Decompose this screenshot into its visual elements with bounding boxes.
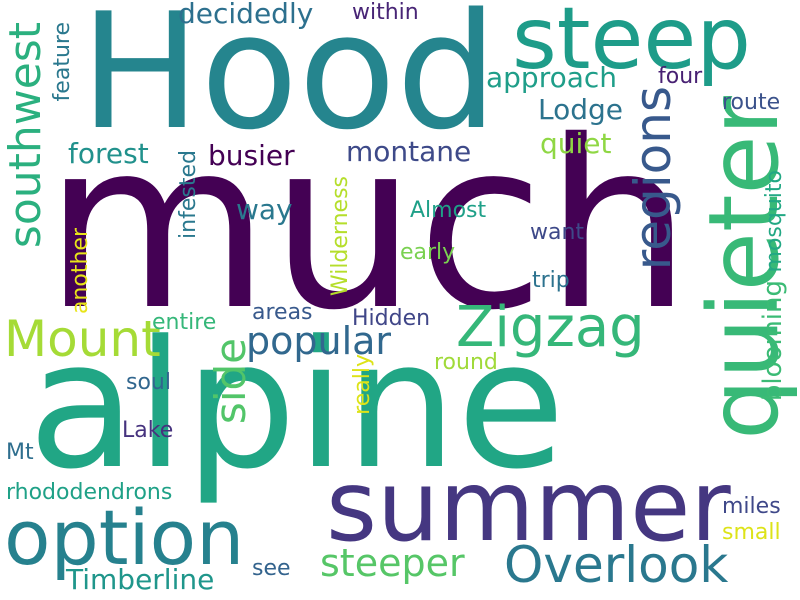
word-southwest: southwest: [0, 22, 51, 249]
word-really: really: [350, 354, 375, 415]
word-mosquito: mosquito: [762, 170, 787, 273]
word-much: much: [44, 91, 692, 361]
word-option: option: [4, 493, 245, 582]
word-another: another: [68, 228, 93, 315]
word-feature: feature: [50, 22, 75, 102]
word-busier: busier: [208, 139, 295, 172]
word-early: early: [400, 240, 456, 265]
word-regions: regions: [624, 86, 682, 271]
word-four: four: [658, 64, 703, 89]
word-steep: steep: [512, 0, 751, 89]
word-montane: montane: [346, 135, 472, 168]
word-lodge: Lodge: [538, 93, 624, 126]
word-decidedly: decidedly: [178, 0, 314, 30]
word-round: round: [434, 350, 498, 375]
word-miles: miles: [722, 494, 781, 519]
word-areas: areas: [252, 300, 313, 325]
word-steeper: steeper: [320, 541, 465, 585]
word-mount: Mount: [4, 310, 161, 368]
word-want: want: [530, 220, 585, 245]
word-small: small: [722, 520, 781, 545]
word-lake: Lake: [122, 418, 174, 443]
word-entire: entire: [152, 310, 217, 335]
word-alpine: alpine: [28, 303, 566, 508]
word-forest: forest: [68, 137, 149, 170]
word-way: way: [236, 193, 293, 226]
word-see: see: [252, 556, 291, 581]
word-within: within: [352, 0, 419, 25]
word-hood: Hood: [80, 0, 498, 165]
word-zigzag: Zigzag: [456, 295, 645, 360]
word-summer: summer: [326, 450, 731, 564]
word-approach: approach: [486, 61, 618, 94]
word-popular: popular: [246, 319, 392, 363]
word-blooming: blooming: [758, 280, 788, 402]
word-soul: soul: [126, 370, 171, 395]
word-hidden: Hidden: [352, 306, 431, 331]
word-rhododendrons: rhododendrons: [6, 480, 173, 505]
word-mt: Mt: [6, 440, 34, 465]
word-almost: Almost: [410, 198, 487, 223]
word-quiet: quiet: [540, 127, 612, 160]
word-trip: trip: [532, 268, 570, 293]
word-timberline: Timberline: [66, 563, 215, 596]
word-overlook: Overlook: [504, 536, 729, 594]
word-infested: infested: [176, 150, 201, 239]
word-route: route: [722, 90, 781, 115]
word-wilderness: Wilderness: [328, 176, 353, 297]
